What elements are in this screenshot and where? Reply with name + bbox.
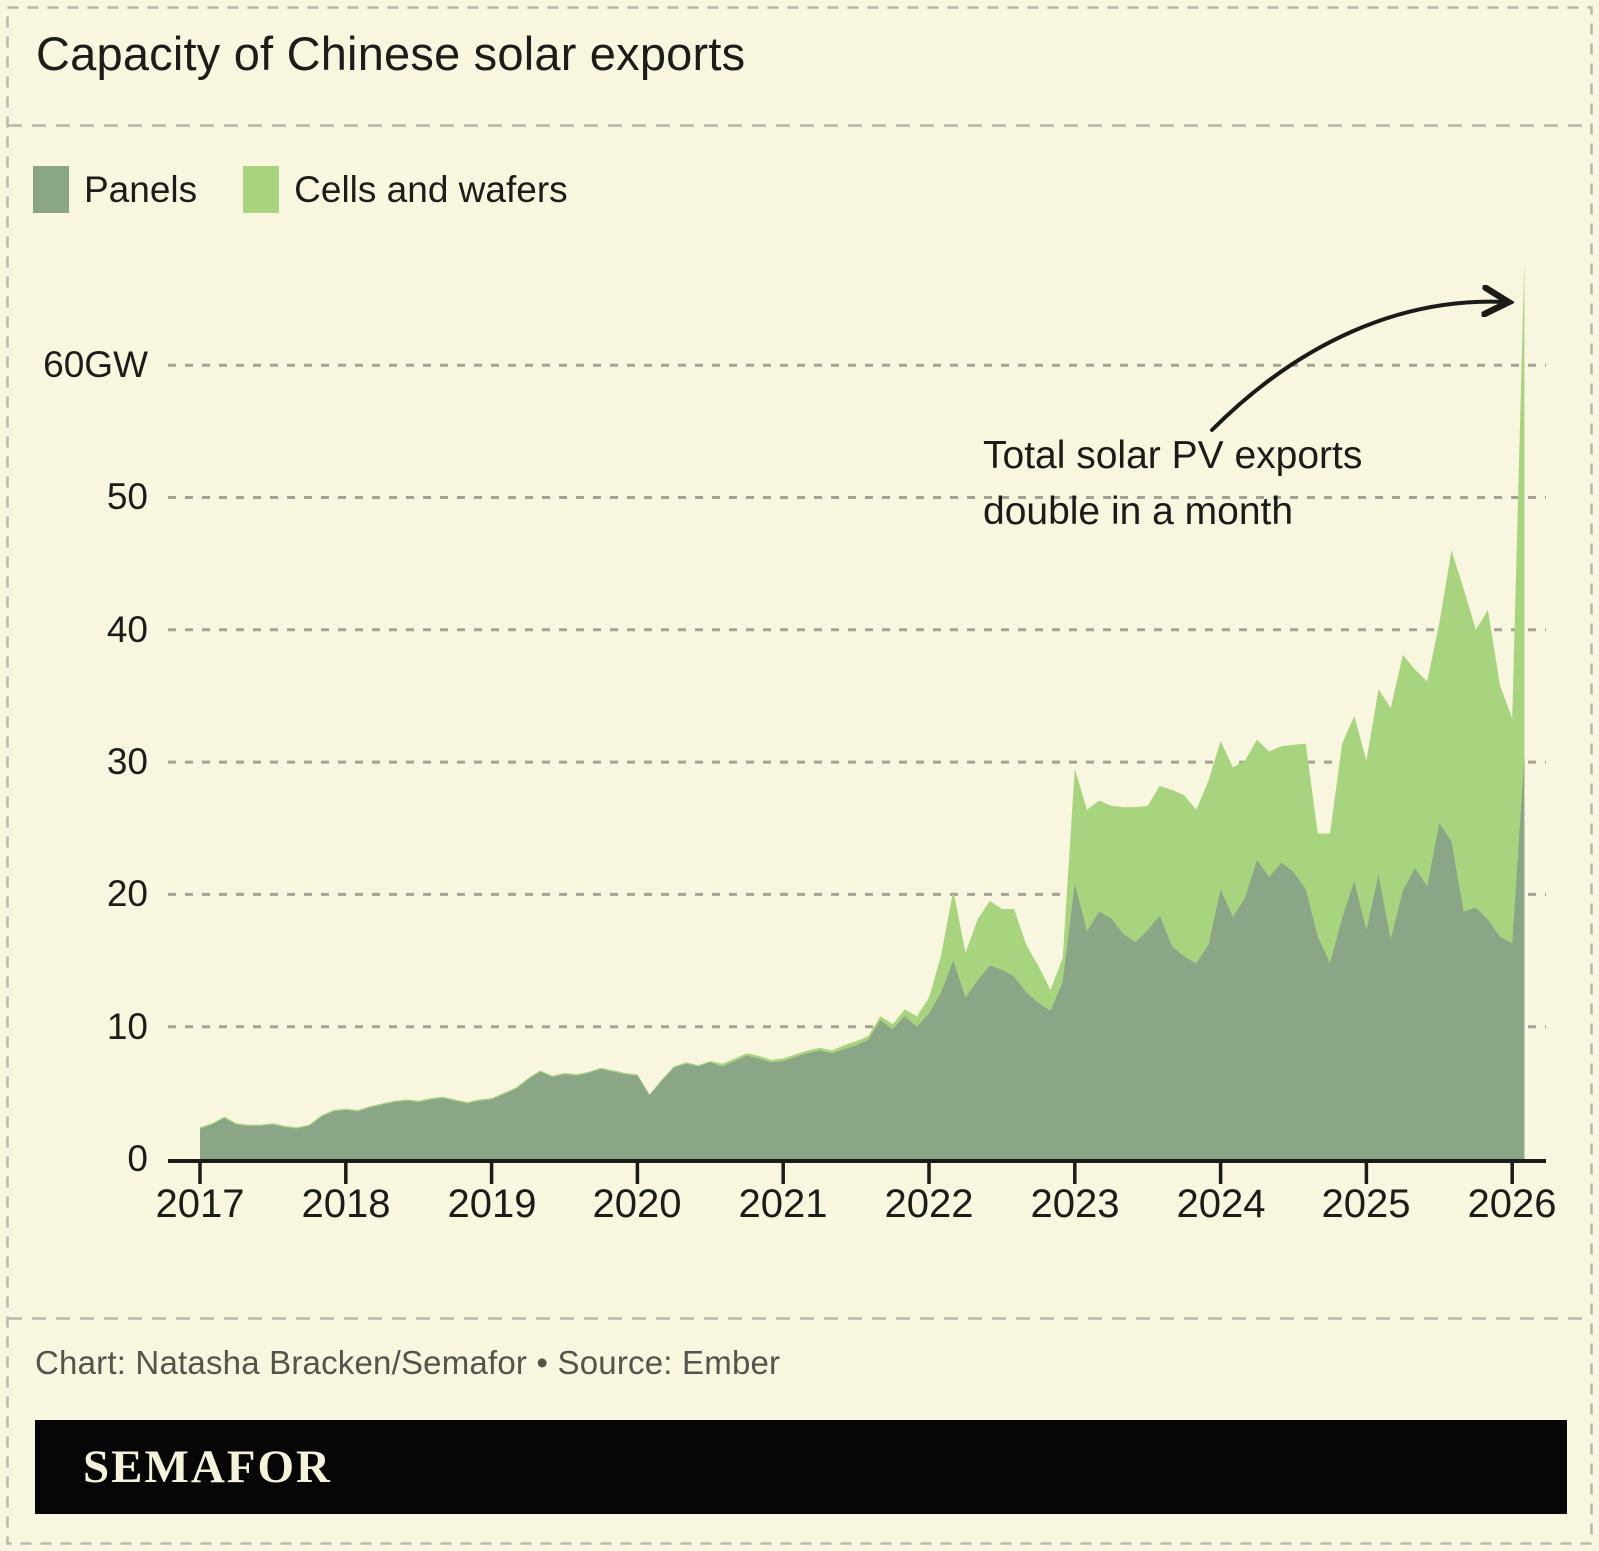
- x-axis-label-2021: 2021: [738, 1182, 828, 1226]
- x-axis-label-2023: 2023: [1030, 1182, 1120, 1226]
- y-axis-label-10: 10: [106, 1006, 148, 1047]
- y-axis-label-50: 50: [106, 476, 148, 517]
- credit-line: Chart: Natasha Bracken/Semafor • Source:…: [35, 1344, 781, 1381]
- chart-annotation: Total solar PV exports double in a month: [983, 428, 1362, 540]
- y-axis-label-0: 0: [127, 1138, 148, 1179]
- cells-and-wafers-swatch-icon: [243, 166, 280, 213]
- x-axis-label-2024: 2024: [1176, 1182, 1266, 1226]
- area-panels: [200, 755, 1525, 1159]
- annotation-line-1: Total solar PV exports: [983, 434, 1363, 477]
- legend-item-panels: Panels: [33, 166, 197, 213]
- area-cells-and-wafers: [200, 259, 1525, 1159]
- x-axis-label-2022: 2022: [884, 1182, 974, 1226]
- legend-label-panels: Panels: [84, 168, 198, 210]
- y-axis-label-60: 60GW: [43, 344, 148, 385]
- y-axis-label-40: 40: [106, 609, 148, 650]
- y-axis-label-30: 30: [106, 741, 148, 782]
- x-axis-label-2017: 2017: [155, 1182, 245, 1226]
- x-axis-label-2018: 2018: [301, 1182, 391, 1226]
- panels-swatch-icon: [33, 166, 69, 213]
- brand-bar: SEMAFOR: [35, 1420, 1567, 1514]
- page-title: Capacity of Chinese solar exports: [36, 27, 746, 80]
- legend-item-cells-and-wafers: Cells and wafers: [243, 166, 568, 213]
- x-axis-label-2026: 2026: [1467, 1182, 1557, 1226]
- y-axis-label-20: 20: [106, 873, 148, 914]
- x-axis-label-2025: 2025: [1321, 1182, 1411, 1226]
- semafor-logo: SEMAFOR: [83, 1441, 332, 1493]
- annotation-arrow: [1210, 302, 1506, 432]
- chart-legend: Panels Cells and wafers: [33, 166, 568, 213]
- x-axis-label-2019: 2019: [447, 1182, 537, 1226]
- x-axis-label-2020: 2020: [592, 1182, 682, 1226]
- annotation-line-2: double in a month: [983, 490, 1294, 533]
- legend-label-cells-and-wafers: Cells and wafers: [294, 168, 568, 210]
